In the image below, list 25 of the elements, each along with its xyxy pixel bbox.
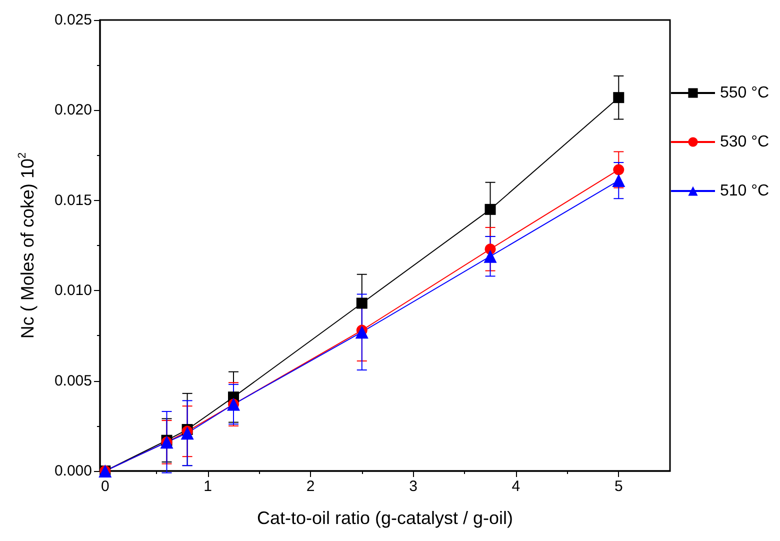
- y-tick-label: 0.015: [54, 192, 92, 209]
- x-tick-label: 0: [100, 478, 110, 495]
- point: [484, 250, 497, 263]
- legend-label: 550 °C: [720, 84, 770, 102]
- y-tick-label: 0.005: [54, 372, 92, 390]
- legend-label: 510 °C: [720, 182, 770, 200]
- x-tick-label: 1: [204, 478, 212, 495]
- y-tick-label: 0.010: [54, 282, 92, 300]
- x-axis-title: Cat-to-oil ratio (g-catalyst / g-oil): [256, 508, 514, 528]
- x-tick-label: 5: [614, 478, 623, 495]
- point: [612, 174, 626, 188]
- x-tick-label: 3: [409, 478, 418, 495]
- point: [356, 298, 368, 309]
- point: [355, 326, 368, 339]
- y-axis-title: Nc ( Moles of coke) 102: [16, 152, 38, 339]
- y-tick-label: 0.000: [54, 462, 92, 480]
- point: [180, 426, 194, 440]
- legend-label: 530 °C: [720, 134, 770, 150]
- y-tick-label: 0.020: [54, 102, 92, 119]
- x-tick-label: 2: [306, 478, 315, 495]
- x-tick-label: 4: [512, 478, 520, 495]
- point: [484, 204, 496, 215]
- point: [613, 92, 624, 104]
- y-tick-label: 0.025: [54, 12, 92, 28]
- point: [613, 164, 624, 176]
